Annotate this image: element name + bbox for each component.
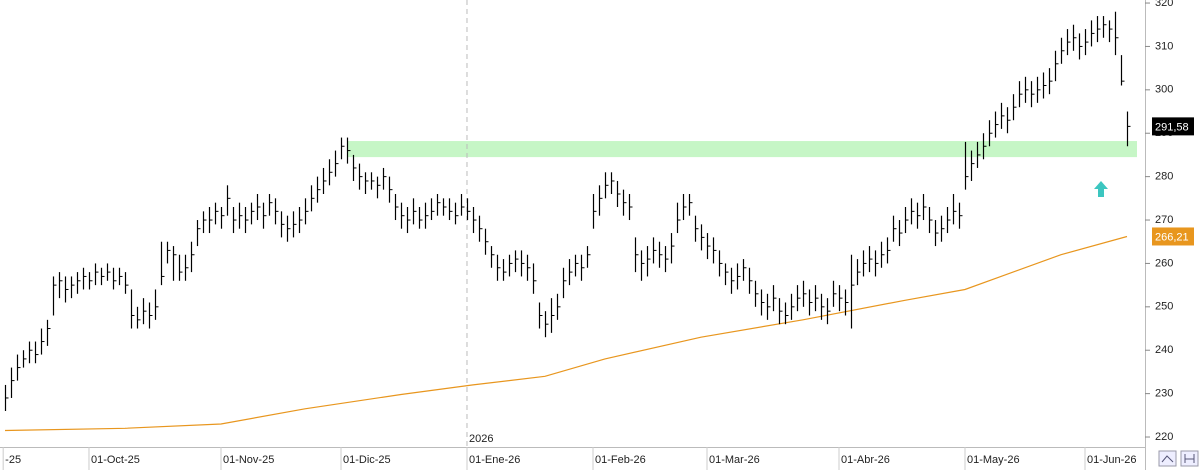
x-tick-label: 01-Abr-26 [841, 454, 890, 466]
y-tick-label: 220 [1155, 431, 1173, 443]
y-tick-label: 300 [1155, 84, 1173, 96]
support-zone [346, 141, 1137, 158]
x-tick-label: 01-Ene-26 [469, 454, 520, 466]
y-tick-label: 270 [1155, 214, 1173, 226]
x-tick-label: 01-Mar-26 [709, 454, 760, 466]
y-tick-label: 260 [1155, 257, 1173, 269]
y-tick-label: 250 [1155, 301, 1173, 313]
y-tick-label: 280 [1155, 171, 1173, 183]
x-tick-label: 01-May-26 [967, 454, 1020, 466]
last-price-tag-text: 291,58 [1155, 121, 1189, 133]
zoom-icon[interactable] [1158, 450, 1177, 467]
y-tick-label: 240 [1155, 344, 1173, 356]
x-tick-label: 01-Nov-25 [223, 454, 274, 466]
y-tick-label: 320 [1155, 0, 1173, 9]
x-tick-label: 01-Oct-25 [91, 454, 140, 466]
scale-glyph [1184, 454, 1195, 463]
x-tick-label: 01-Feb-26 [595, 454, 646, 466]
ma-price-tag-box [1152, 227, 1194, 246]
zoom-glyph [1161, 455, 1174, 463]
x-tick-label: 01-Dic-25 [343, 454, 391, 466]
x-tick-label: -25 [5, 454, 21, 466]
moving-average-line [4, 235, 1128, 432]
last-price-tag-box [1152, 117, 1194, 136]
ma-price-tag-text: 266,21 [1155, 231, 1189, 243]
y-tick-label: 310 [1155, 40, 1173, 52]
x-tick-label: 01-Jun-26 [1087, 454, 1137, 466]
toolbar-icons [1158, 450, 1199, 467]
signal-arrow [1094, 181, 1108, 197]
y-tick-label: 230 [1155, 388, 1173, 400]
year-label: 2026 [469, 433, 493, 445]
